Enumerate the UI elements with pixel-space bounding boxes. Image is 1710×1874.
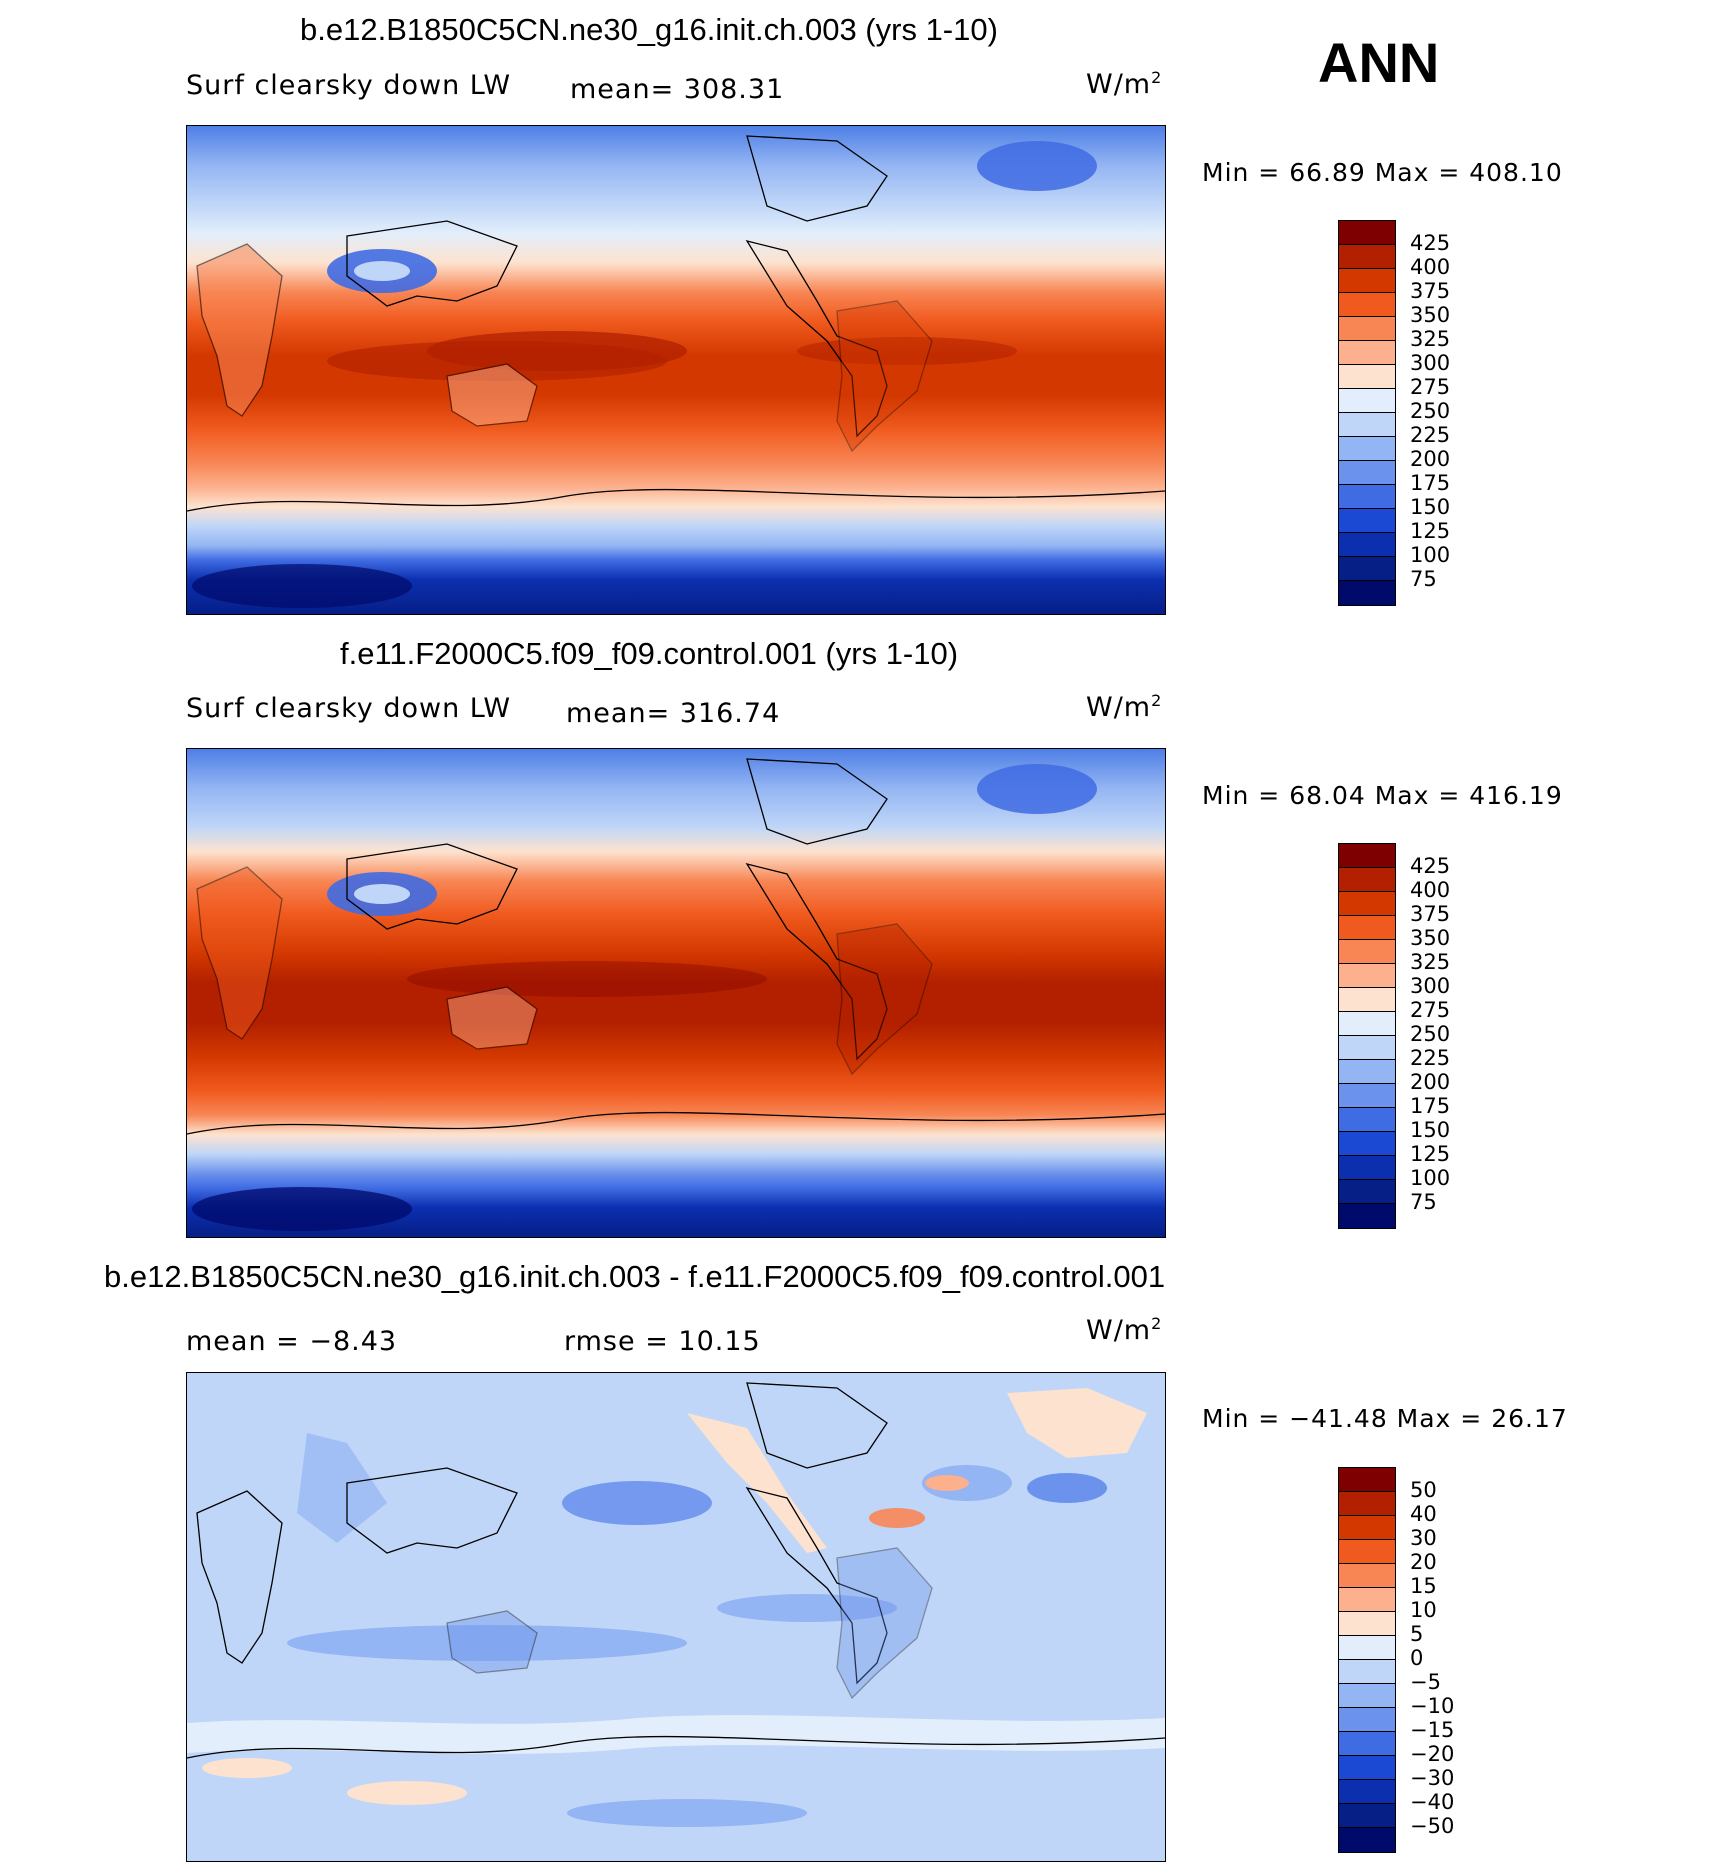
panel-2-colorbar-label: 350: [1410, 926, 1451, 950]
panel-2-colorbar-label: 425: [1410, 854, 1451, 878]
panel-3-colorbar: [1338, 1467, 1396, 1853]
panel-1-colorbar-label: 200: [1410, 447, 1451, 471]
panel-1-colorbar-label: 400: [1410, 255, 1451, 279]
panel-2-map: [186, 748, 1166, 1238]
panel-3-colorbar-label: −50: [1410, 1814, 1455, 1838]
panel-1-colorbar-label: 375: [1410, 279, 1451, 303]
panel-3-colorbar-label: −10: [1410, 1694, 1455, 1718]
panel-1-minmax: Min = 66.89 Max = 408.10: [1202, 158, 1563, 187]
panel-1-colorbar-label: 175: [1410, 471, 1451, 495]
panel-1-colorbar-label: 300: [1410, 351, 1451, 375]
panel-2-colorbar-label: 150: [1410, 1118, 1451, 1142]
panel-2-colorbar-label: 375: [1410, 902, 1451, 926]
panel-3-colorbar-label: 40: [1410, 1502, 1437, 1526]
panel-3-colorbar-label: 20: [1410, 1550, 1437, 1574]
panel-2-variable-label: Surf clearsky down LW: [186, 693, 512, 724]
panel-1-colorbar-label: 100: [1410, 543, 1451, 567]
panel-2-colorbar-label: 325: [1410, 950, 1451, 974]
panel-1-colorbar-label: 225: [1410, 423, 1451, 447]
panel-1-units: W/m2: [1086, 68, 1163, 100]
panel-2-colorbar-label: 100: [1410, 1166, 1451, 1190]
panel-2-colorbar-label: 175: [1410, 1094, 1451, 1118]
panel-3-rmse-label: rmse = 10.15: [564, 1326, 761, 1357]
panel-1-colorbar-label: 250: [1410, 399, 1451, 423]
panel-2-minmax: Min = 68.04 Max = 416.19: [1202, 781, 1563, 810]
panel-3-units: W/m2: [1086, 1314, 1163, 1346]
panel-1-colorbar-label: 75: [1410, 567, 1437, 591]
panel-2-colorbar-label: 75: [1410, 1190, 1437, 1214]
panel-2-colorbar-label: 400: [1410, 878, 1451, 902]
panel-3-title: b.e12.B1850C5CN.ne30_g16.init.ch.003 - f…: [104, 1259, 1166, 1294]
panel-2-colorbar-label: 300: [1410, 974, 1451, 998]
panel-2-colorbar-label: 275: [1410, 998, 1451, 1022]
panel-3-colorbar-label: 0: [1410, 1646, 1424, 1670]
panel-3-minmax: Min = −41.48 Max = 26.17: [1202, 1404, 1568, 1433]
panel-1-colorbar: [1338, 220, 1396, 606]
panel-1-field: [187, 126, 1165, 614]
panel-2-colorbar-label: 250: [1410, 1022, 1451, 1046]
panel-2-field: [187, 749, 1165, 1237]
panel-1-map: [186, 125, 1166, 615]
panel-3-colorbar-label: −40: [1410, 1790, 1455, 1814]
panel-3-colorbar-label: −20: [1410, 1742, 1455, 1766]
panel-1-mean-label: mean= 308.31: [570, 74, 785, 105]
panel-3-colorbar-label: −15: [1410, 1718, 1455, 1742]
panel-1-colorbar-label: 125: [1410, 519, 1451, 543]
panel-1-colorbar-label: 150: [1410, 495, 1451, 519]
panel-1-colorbar-label: 275: [1410, 375, 1451, 399]
panel-3-colorbar-label: 5: [1410, 1622, 1424, 1646]
panel-2-mean-label: mean= 316.74: [566, 698, 781, 729]
panel-2-colorbar-label: 200: [1410, 1070, 1451, 1094]
panel-2-colorbar-label: 125: [1410, 1142, 1451, 1166]
panel-2-units: W/m2: [1086, 691, 1163, 723]
panel-1-colorbar-label: 350: [1410, 303, 1451, 327]
panel-2-colorbar-label: 225: [1410, 1046, 1451, 1070]
panel-2-colorbar: [1338, 843, 1396, 1229]
panel-1-colorbar-label: 425: [1410, 231, 1451, 255]
panel-3-mean-label: mean = −8.43: [186, 1326, 398, 1357]
season-label: ANN: [1318, 31, 1440, 94]
panel-3-colorbar-label: 15: [1410, 1574, 1437, 1598]
panel-1-title: b.e12.B1850C5CN.ne30_g16.init.ch.003 (yr…: [300, 12, 998, 47]
panel-1-colorbar-label: 325: [1410, 327, 1451, 351]
panel-3-colorbar-label: −30: [1410, 1766, 1455, 1790]
panel-3-field: [187, 1373, 1165, 1861]
panel-3-colorbar-label: 50: [1410, 1478, 1437, 1502]
panel-1-variable-label: Surf clearsky down LW: [186, 70, 512, 101]
panel-3-colorbar-label: −5: [1410, 1670, 1441, 1694]
panel-3-colorbar-label: 10: [1410, 1598, 1437, 1622]
panel-3-map: [186, 1372, 1166, 1862]
panel-3-colorbar-label: 30: [1410, 1526, 1437, 1550]
panel-2-title: f.e11.F2000C5.f09_f09.control.001 (yrs 1…: [340, 636, 959, 671]
